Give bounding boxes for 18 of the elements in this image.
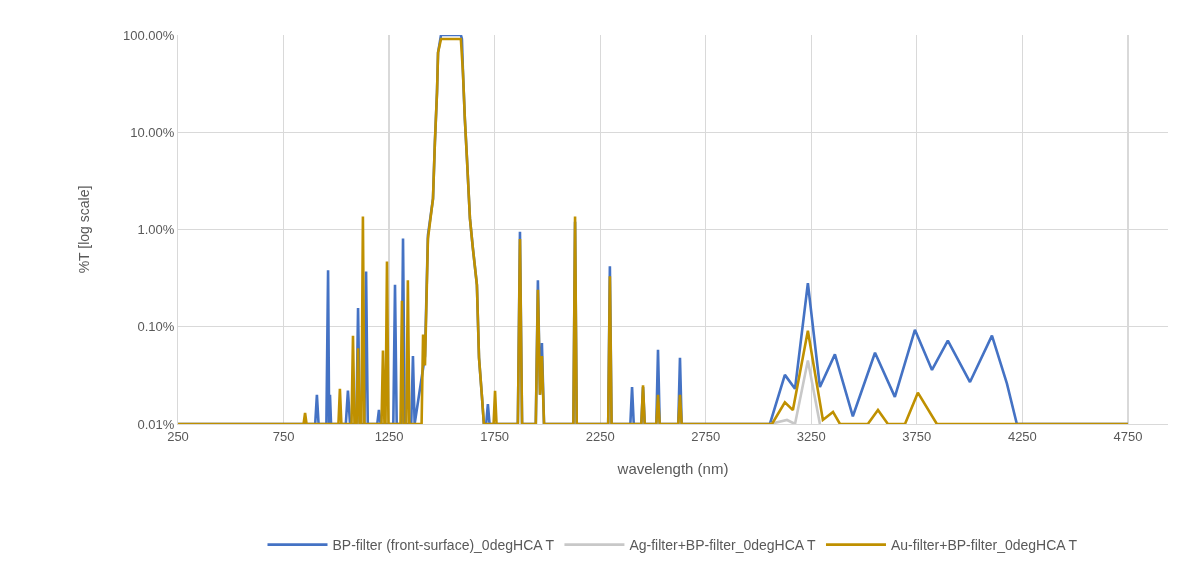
x-tick-label: 2750 bbox=[691, 428, 721, 444]
x-tick-label: 1750 bbox=[480, 428, 510, 444]
y-tick-label: 1.00% bbox=[137, 222, 175, 238]
y-tick-label: 100.00% bbox=[123, 27, 175, 43]
x-tick-label: 3250 bbox=[796, 428, 826, 444]
x-tick-label: 750 bbox=[272, 428, 295, 444]
x-tick-label: 3750 bbox=[902, 428, 932, 444]
legend-label: BP-filter (front-surface)_0degHCA T bbox=[332, 537, 555, 554]
legend-label: Ag-filter+BP-filter_0degHCA T bbox=[629, 537, 816, 554]
x-tick-label: 2250 bbox=[585, 428, 615, 444]
legend-label: Au-filter+BP-filter_0degHCA T bbox=[890, 537, 1078, 554]
y-axis-title: %T [log scale] bbox=[75, 185, 92, 274]
x-tick-label: 4750 bbox=[1113, 428, 1143, 444]
y-tick-label: 0.10% bbox=[137, 319, 175, 335]
x-tick-label: 4250 bbox=[1007, 428, 1037, 444]
x-axis-title: wavelength (nm) bbox=[616, 459, 729, 477]
x-tick-label: 1250 bbox=[374, 428, 404, 444]
y-tick-label: 10.00% bbox=[130, 124, 175, 140]
